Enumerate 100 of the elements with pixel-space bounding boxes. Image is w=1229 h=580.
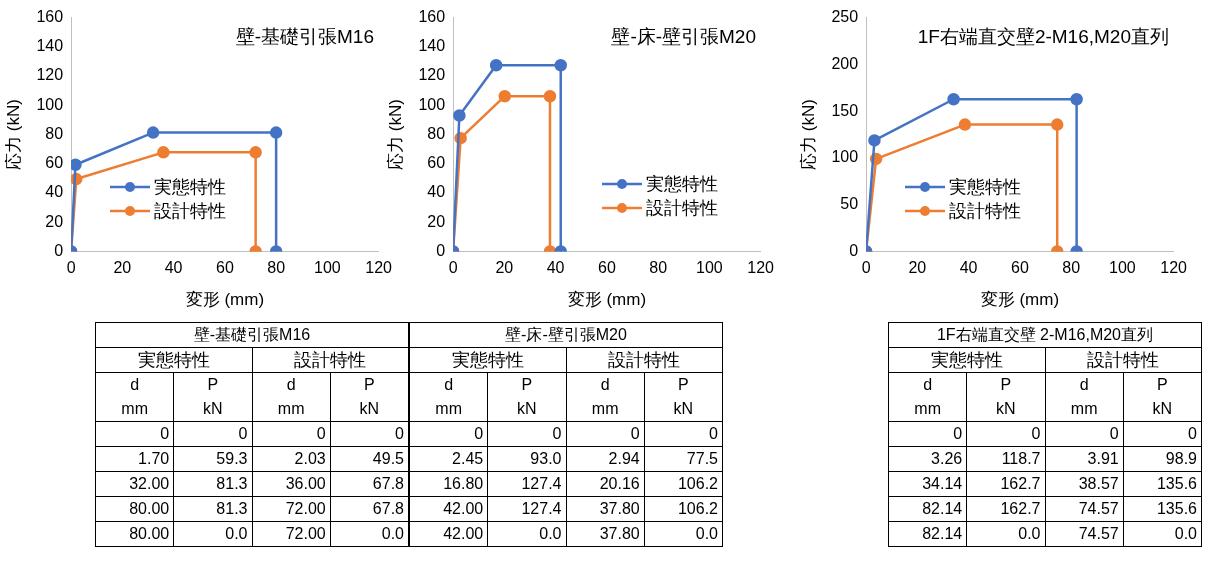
category-label: P kN (673, 376, 694, 417)
y-tick-label: 0 (849, 241, 859, 259)
text: 壁-床-壁引張M20 (607, 22, 760, 52)
category-label: d mm (591, 376, 619, 417)
text: 3.26 (931, 450, 963, 467)
text: 37.80 (599, 500, 640, 517)
x-tick-label: 60 (597, 259, 616, 277)
text: 1F右端直交壁2-M16,M20直列 (913, 22, 1173, 52)
text: 42.00 (443, 525, 484, 542)
legend-label: 実態特性 (154, 176, 226, 199)
point (958, 118, 972, 131)
point (868, 134, 881, 147)
text: 0 (709, 425, 718, 442)
category-label: P kN (996, 376, 1016, 417)
point (554, 58, 567, 72)
point (157, 146, 170, 159)
text: 壁-基礎引張M16 (231, 22, 378, 52)
text: 67.8 (372, 500, 404, 517)
point (1070, 92, 1083, 106)
y-axis-title: 応力 (kN) (3, 99, 23, 170)
text: 127.4 (521, 475, 562, 492)
y-tick-label: 40 (45, 183, 64, 201)
text: 34.14 (922, 475, 963, 492)
y-tick-label: 40 (427, 183, 446, 201)
y-tick-label: 0 (436, 241, 446, 259)
text: 82.14 (922, 525, 963, 542)
text: 0 (238, 425, 248, 442)
y-tick-label: 150 (831, 101, 859, 119)
text: 106.2 (677, 500, 718, 517)
text: 2.45 (452, 450, 484, 467)
x-tick-label: 60 (215, 259, 234, 277)
text: 162.7 (1000, 500, 1041, 517)
text: 80.00 (129, 525, 170, 542)
x-tick-label: 80 (649, 259, 668, 277)
text: 0 (953, 425, 963, 442)
text: 16.80 (443, 475, 484, 492)
text: 壁-基礎引張M16 (95, 322, 409, 348)
text: 93.0 (530, 450, 562, 467)
text: 67.8 (372, 475, 404, 492)
text: 127.4 (521, 500, 562, 517)
category-label: P kN (517, 376, 537, 417)
text: 0 (160, 425, 170, 442)
x-tick-label: 100 (1109, 259, 1136, 277)
category-label: P kN (359, 376, 380, 417)
text: 20.16 (599, 475, 640, 492)
text: 98.9 (1165, 450, 1197, 467)
text: 74.57 (1078, 500, 1119, 517)
x-tick-label: 60 (1010, 259, 1029, 277)
y-tick-label: 160 (36, 8, 64, 26)
point (269, 126, 283, 139)
y-tick-label: 50 (840, 195, 859, 213)
text: 38.57 (1078, 475, 1119, 492)
y-tick-label: 80 (45, 124, 64, 142)
x-tick-label: 120 (1160, 259, 1188, 277)
y-tick-label: 60 (427, 154, 446, 172)
y-tick-label: 120 (36, 66, 64, 84)
x-tick-label: 80 (267, 259, 286, 277)
point (249, 146, 262, 159)
point (498, 89, 512, 103)
legend-label: 実態特性 (646, 173, 718, 196)
y-tick-label: 60 (45, 154, 64, 172)
y-tick-label: 200 (831, 54, 859, 72)
x-tick-label: 40 (546, 259, 565, 277)
x-tick-label: 20 (113, 259, 132, 277)
text: 2.94 (608, 450, 640, 467)
y-tick-label: 100 (831, 148, 859, 166)
text: 0 (1031, 425, 1041, 442)
text: 80.00 (129, 500, 170, 517)
text: 82.14 (922, 500, 963, 517)
text: 2.03 (294, 450, 326, 467)
category-label: d mm (121, 376, 148, 417)
text: 実態特性 (409, 347, 566, 373)
legend-label: 設計特性 (154, 200, 226, 223)
y-tick-label: 160 (418, 8, 446, 26)
category-label: d mm (1070, 376, 1098, 417)
text: 設計特性 (566, 347, 723, 373)
y-tick-label: 140 (418, 37, 446, 55)
text: 0 (1109, 425, 1119, 442)
x-tick-label: 120 (365, 259, 393, 277)
x-axis-title: 変形 (mm) (980, 290, 1060, 310)
category-label: P kN (203, 376, 223, 417)
text: 72.00 (285, 500, 326, 517)
text: 1.70 (138, 450, 170, 467)
legend-label: 設計特性 (949, 200, 1021, 223)
text: 162.7 (1000, 475, 1041, 492)
point (947, 92, 960, 106)
y-tick-label: 120 (418, 66, 446, 84)
y-axis-title: 応力 (kN) (385, 99, 405, 170)
text: 42.00 (443, 500, 484, 517)
text: 106.2 (677, 475, 718, 492)
text: 36.00 (285, 475, 326, 492)
y-tick-label: 250 (831, 8, 859, 26)
text: 74.57 (1078, 525, 1119, 542)
text: 0.0 (1174, 525, 1197, 542)
text: 壁-床-壁引張M20 (409, 322, 723, 348)
x-axis-title: 変形 (mm) (185, 290, 265, 310)
category-label: d mm (435, 376, 462, 417)
x-tick-label: 20 (908, 259, 927, 277)
category-label: d mm (914, 376, 941, 417)
y-axis-title: 応力 (kN) (798, 99, 818, 170)
